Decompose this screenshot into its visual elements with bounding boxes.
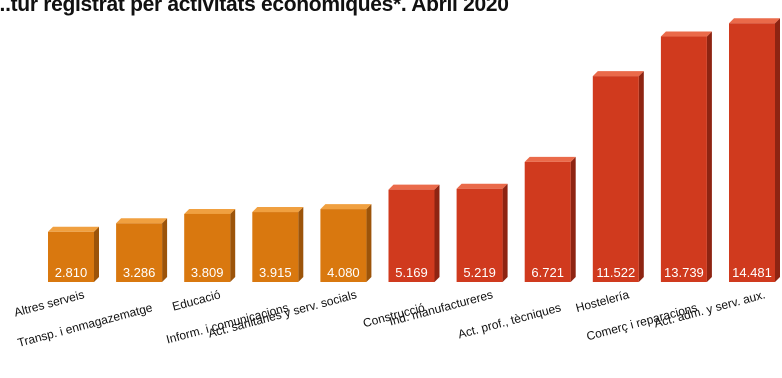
- bar: [660, 36, 707, 283]
- bar: [184, 213, 231, 282]
- bar: [388, 189, 435, 282]
- bar: [524, 161, 571, 282]
- bar-top: [48, 226, 99, 232]
- bar-side: [502, 183, 508, 282]
- chart-title: ...tur registrat per activitats econòmiq…: [0, 0, 509, 16]
- bar-side: [162, 218, 168, 282]
- bar-top: [320, 204, 372, 210]
- bar: [48, 231, 94, 282]
- bar-value-label: 4.080: [327, 265, 360, 280]
- bar-top: [456, 183, 508, 189]
- bar-value-label: 13.739: [664, 265, 704, 280]
- bar-group: 14.481: [729, 18, 780, 283]
- bar-top: [252, 207, 304, 213]
- category-label: Educació: [171, 287, 223, 313]
- bar-side: [706, 31, 712, 283]
- bar-group: 5.219: [456, 183, 508, 282]
- bar-value-label: 3.915: [259, 265, 292, 280]
- bar-top: [592, 71, 644, 77]
- bar-value-label: 3.809: [191, 265, 224, 280]
- bar-value-label: 2.810: [55, 265, 88, 280]
- bar-group: 4.080: [320, 204, 372, 282]
- bar: [320, 209, 367, 282]
- category-label: Hostelería: [574, 287, 631, 315]
- bar-group: 6.721: [524, 156, 576, 282]
- bar: [252, 212, 299, 282]
- bar-group: 5.169: [388, 184, 440, 282]
- bar-group: 3.915: [252, 207, 304, 282]
- bar: [456, 188, 503, 282]
- bar-side: [638, 71, 644, 283]
- bar-value-label: 14.481: [732, 265, 772, 280]
- bar-value-label: 6.721: [531, 265, 564, 280]
- bar-side: [366, 204, 372, 282]
- bar-side: [570, 156, 576, 282]
- bar-side: [94, 226, 99, 282]
- bar-group: 3.286: [116, 218, 168, 282]
- category-label: Altres serveis: [13, 287, 86, 319]
- bar-side: [775, 18, 780, 283]
- bar-top: [184, 208, 236, 214]
- bar-top: [729, 18, 780, 24]
- bar-group: 13.739: [660, 31, 712, 283]
- bar-top: [524, 156, 576, 162]
- bar-value-label: 5.219: [463, 265, 496, 280]
- bar-top: [116, 218, 168, 224]
- category-label: Act. sanitaries y serv. socials: [207, 287, 359, 340]
- bar-value-label: 5.169: [395, 265, 428, 280]
- bar: [116, 223, 163, 282]
- bar-value-label: 3.286: [123, 265, 156, 280]
- bar-side: [434, 184, 440, 282]
- bar-side: [230, 208, 236, 282]
- bar-top: [660, 31, 712, 37]
- bar: [729, 23, 775, 283]
- bar-group: 2.810: [48, 226, 99, 282]
- bar-value-label: 11.522: [596, 265, 635, 280]
- bar-top: [388, 184, 440, 190]
- bar-group: 3.809: [184, 208, 236, 282]
- bar-side: [298, 207, 304, 282]
- bar-group: 11.522: [592, 71, 644, 283]
- bar: [592, 76, 639, 283]
